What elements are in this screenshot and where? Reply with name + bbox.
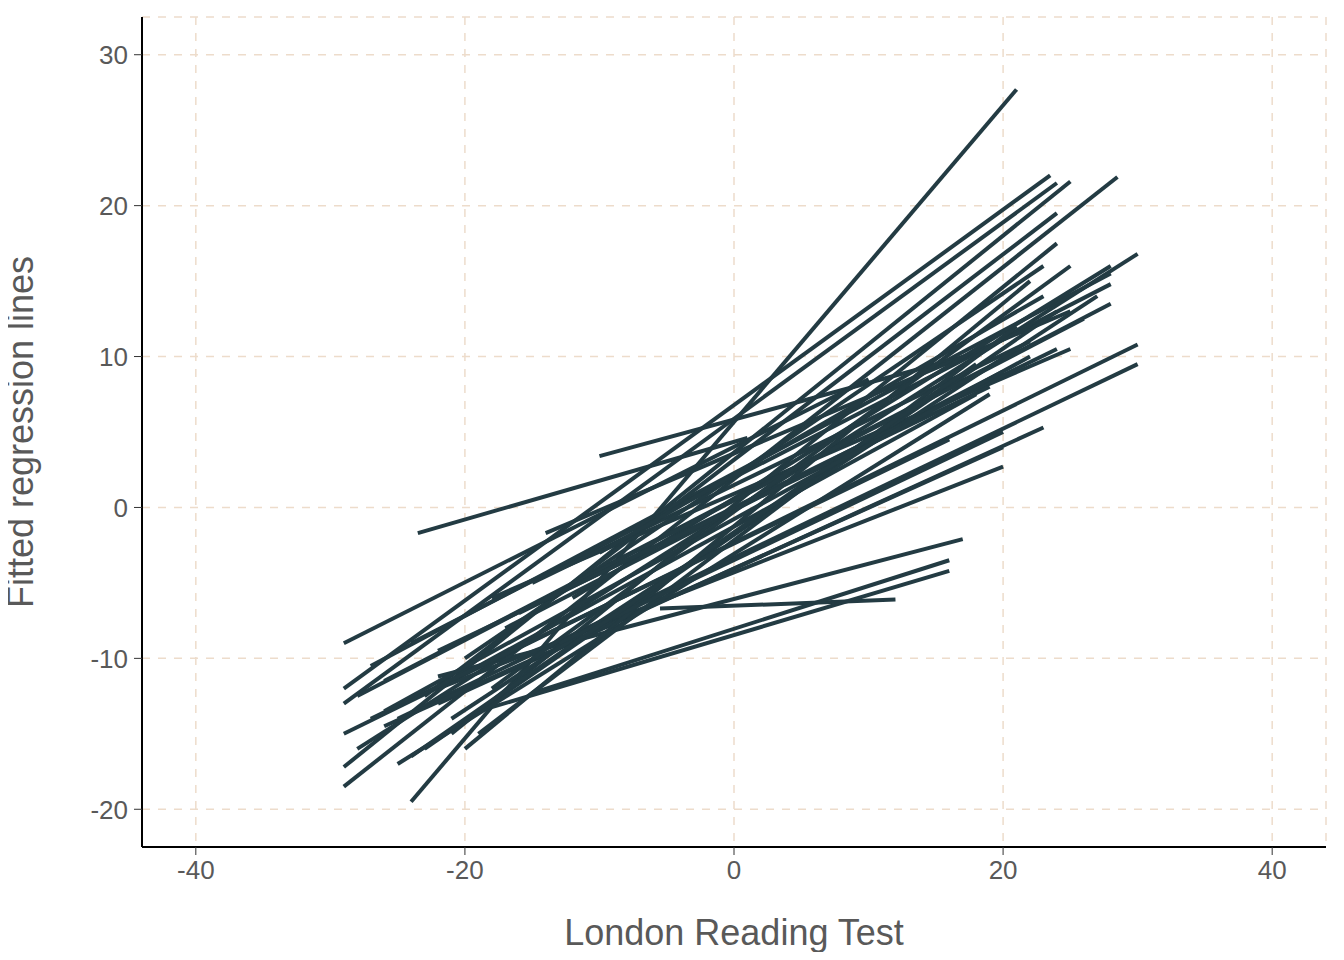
svg-text:Fitted regression lines: Fitted regression lines — [8, 256, 41, 608]
svg-text:40: 40 — [1258, 855, 1287, 885]
svg-text:-20: -20 — [90, 795, 128, 825]
svg-text:10: 10 — [99, 342, 128, 372]
svg-text:20: 20 — [989, 855, 1018, 885]
svg-text:-40: -40 — [177, 855, 215, 885]
svg-text:London Reading Test: London Reading Test — [564, 912, 904, 952]
svg-text:0: 0 — [114, 493, 128, 523]
svg-text:0: 0 — [727, 855, 741, 885]
svg-text:30: 30 — [99, 40, 128, 70]
svg-text:20: 20 — [99, 191, 128, 221]
svg-text:-10: -10 — [90, 644, 128, 674]
svg-text:-20: -20 — [446, 855, 484, 885]
